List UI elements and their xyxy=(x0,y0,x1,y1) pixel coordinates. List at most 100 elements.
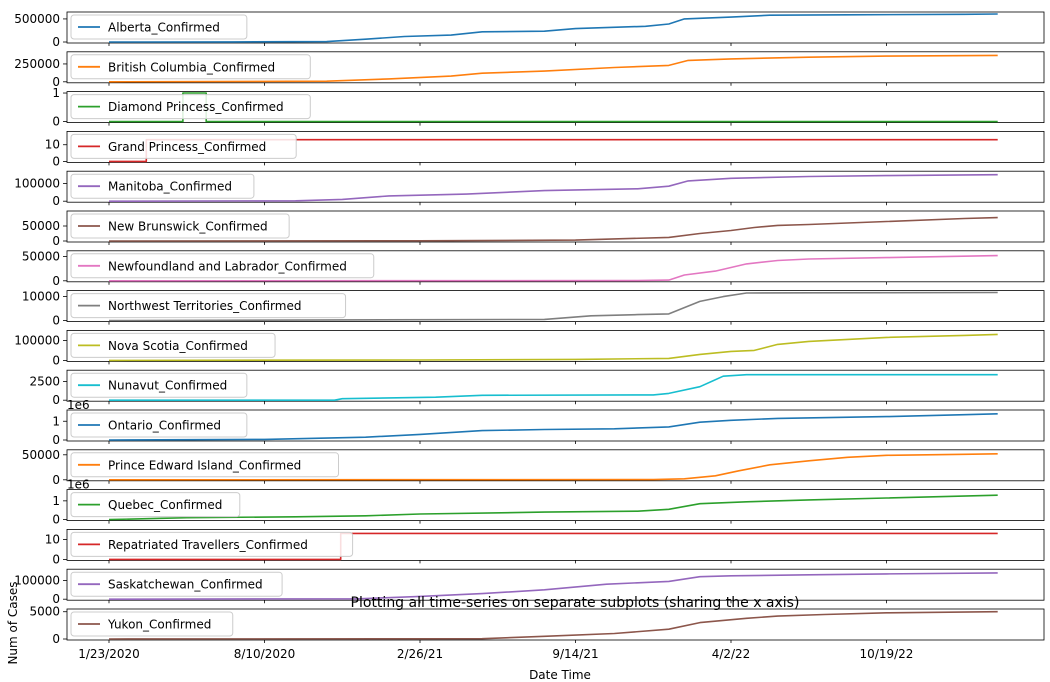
legend-label: Repatriated Travellers_Confirmed xyxy=(108,538,308,552)
y-tick-label: 0 xyxy=(52,35,60,49)
legend-label: Nunavut_Confirmed xyxy=(108,379,227,393)
subplot-1: 500000 0 Alberta_Confirmed xyxy=(14,11,1045,49)
y-tick-label: 0 xyxy=(52,314,60,328)
y-tick-label: 1 xyxy=(52,494,60,508)
legend-label: Grand Princess_Confirmed xyxy=(108,140,266,154)
legend-label: Diamond Princess_Confirmed xyxy=(108,100,284,114)
legend-box xyxy=(70,452,339,478)
subplot-7: 50000 0 Newfoundland and Labrador_Confirme… xyxy=(22,250,1045,288)
y-tick-label: 50000 xyxy=(22,219,60,233)
legend-box xyxy=(70,94,311,120)
y-tick-label: 2500 xyxy=(29,374,60,388)
legend: Prince Edward Island_Confirmed xyxy=(70,452,339,478)
subplot-16: 5000 0 Yukon_Confirmed xyxy=(29,605,1045,646)
x-tick-label: 2/26/21 xyxy=(397,647,443,661)
series-line-13 xyxy=(108,494,998,521)
x-tick-label: 8/10/2020 xyxy=(234,647,296,661)
legend-label: Alberta_Confirmed xyxy=(108,21,220,35)
series-line-9 xyxy=(108,333,998,362)
legend-box xyxy=(70,173,255,199)
legend-label: Prince Edward Island_Confirmed xyxy=(108,458,301,472)
subplot-4: 10 0 Grand Princess_Confirmed xyxy=(45,130,1045,168)
legend-box xyxy=(70,293,347,319)
legend: Manitoba_Confirmed xyxy=(70,173,255,199)
legend: Newfoundland and Labrador_Confirmed xyxy=(70,253,375,279)
series-line-15 xyxy=(108,572,998,600)
subplot-14: 10 0 Repatriated Travellers_Confirmed xyxy=(45,529,1045,566)
y-tick-label: 0 xyxy=(52,632,60,646)
series-line-12 xyxy=(108,453,998,481)
legend-label: Ontario_Confirmed xyxy=(108,419,221,433)
y-tick-label: 50000 xyxy=(22,250,60,264)
subplot-6: 500000 New Brunswick_Confirmed xyxy=(22,210,1045,248)
legend: Alberta_Confirmed xyxy=(70,14,248,40)
legend-box xyxy=(70,133,297,159)
y-tick-label: 0 xyxy=(52,75,60,89)
y-tick-label: 250000 xyxy=(14,57,60,71)
series-line-7 xyxy=(108,254,998,282)
legend: Quebec_Confirmed xyxy=(70,492,241,518)
legend-label: Yukon_Confirmed xyxy=(107,618,211,632)
subplot-10: 2500 0 Nunavut_Confirmed xyxy=(29,369,1045,407)
legend-label: Nova Scotia_Confirmed xyxy=(108,339,248,353)
y-tick-label: 100000 xyxy=(14,177,60,191)
legend: Yukon_Confirmed xyxy=(70,611,234,637)
x-tick-label: 1/23/2020 xyxy=(78,647,140,661)
series-line-3 xyxy=(109,92,998,123)
x-tick-label: 9/14/21 xyxy=(552,647,598,661)
y-tick-label: 10 xyxy=(45,532,60,546)
y-tick-label: 100000 xyxy=(14,573,60,587)
shared-x-axis: 1/23/2020 8/10/2020 2/26/21 9/14/21 4/2/22 10… xyxy=(78,647,913,661)
subplot-13: 1 0 1e6 Quebec_Confirmed xyxy=(52,478,1045,527)
legend-box xyxy=(70,14,248,40)
legend: Nunavut_Confirmed xyxy=(70,372,248,398)
series-line-2 xyxy=(108,54,998,83)
y-tick-label: 10000 xyxy=(22,290,60,304)
subplot-5: 100000 0 Manitoba_Confirmed xyxy=(14,170,1045,208)
legend: Ontario_Confirmed xyxy=(70,412,248,438)
legend-label: Quebec_Confirmed xyxy=(108,498,222,512)
subplot-12: 50000 0 Prince Edward Island_Confirmed xyxy=(22,448,1045,487)
x-tick-label: 10/19/22 xyxy=(860,647,914,661)
series-line-6 xyxy=(108,216,998,242)
subplot-2: 250000 0 British Columbia_Confirmed xyxy=(14,51,1045,89)
y-tick-label: 5000 xyxy=(29,605,60,619)
legend-box xyxy=(70,412,248,438)
series-line-5 xyxy=(108,173,998,202)
y-axis-label: Num of Cases xyxy=(6,581,20,664)
legend-box xyxy=(70,492,241,518)
legend: Northwest Territories_Confirmed xyxy=(70,293,347,319)
legend-box xyxy=(70,372,248,398)
y-tick-label: 0 xyxy=(52,433,60,447)
legend-label: British Columbia_Confirmed xyxy=(108,60,275,74)
series-line-1 xyxy=(109,13,998,43)
legend-label: Northwest Territories_Confirmed xyxy=(108,299,301,313)
legend-box xyxy=(70,253,375,279)
y-tick-label: 0 xyxy=(52,592,60,606)
series-line-11 xyxy=(108,413,998,441)
subplot-3: 1 0 Diamond Princess_Confirmed xyxy=(52,86,1045,129)
subplot-9: 100000 0 Nova Scotia_Confirmed xyxy=(14,329,1045,367)
series-line-10 xyxy=(109,373,998,401)
legend-box xyxy=(70,611,234,637)
subplot-11: 1 0 1e6 Ontario_Confirmed xyxy=(52,398,1045,447)
legend-label: Newfoundland and Labrador_Confirmed xyxy=(108,259,347,273)
legend-label: Saskatchewan_Confirmed xyxy=(108,578,263,592)
y-tick-label: 0 xyxy=(52,353,60,367)
x-tick-label: 4/2/22 xyxy=(712,647,751,661)
y-tick-label: 0 xyxy=(52,473,60,487)
legend: New Brunswick_Confirmed xyxy=(70,213,290,239)
y-tick-label: 1 xyxy=(52,86,60,100)
legend-box xyxy=(70,571,283,597)
y-offset-label: 1e6 xyxy=(67,398,90,412)
y-tick-label: 0 xyxy=(52,154,60,168)
y-tick-label: 0 xyxy=(52,513,60,527)
legend-box xyxy=(70,213,290,239)
y-tick-label: 0 xyxy=(52,393,60,407)
series-line-8 xyxy=(108,291,998,322)
legend: Nova Scotia_Confirmed xyxy=(70,332,276,358)
y-offset-label: 1e6 xyxy=(67,478,90,492)
y-tick-label: 0 xyxy=(52,194,60,208)
